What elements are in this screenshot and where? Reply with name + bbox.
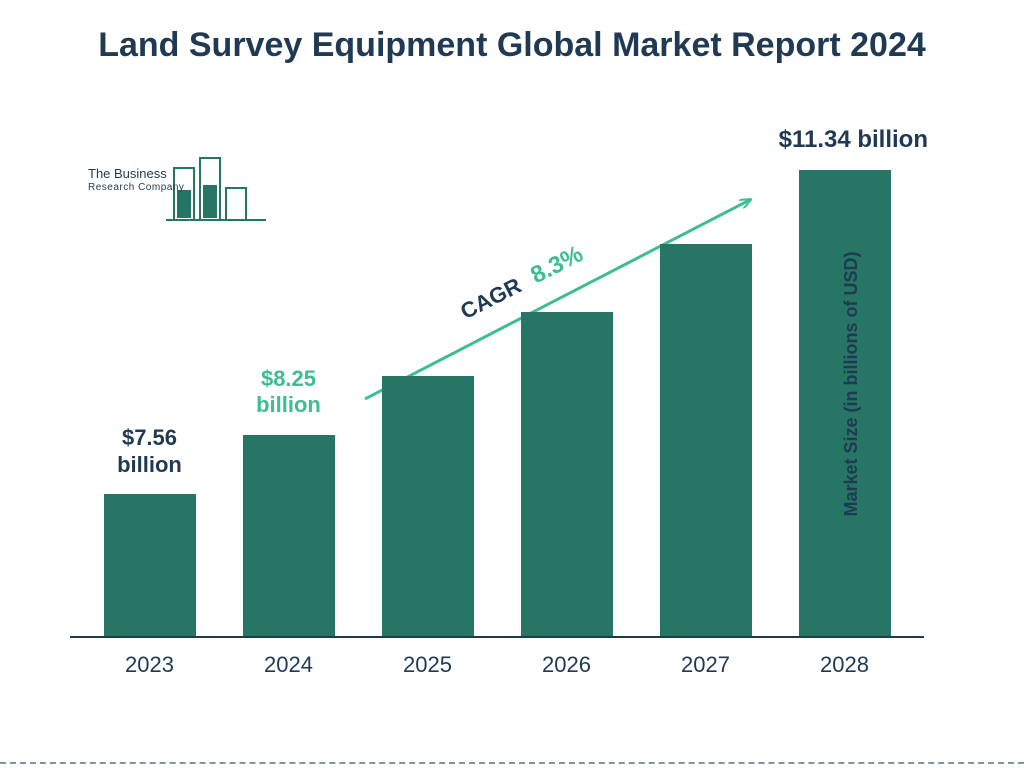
chart-canvas: Land Survey Equipment Global Market Repo… xyxy=(0,0,1024,768)
bar-slot-2025 xyxy=(358,150,497,636)
bar-2025 xyxy=(382,376,474,636)
x-axis-labels: 2023 2024 2025 2026 2027 2028 xyxy=(70,652,924,678)
bar-slot-2027 xyxy=(636,150,775,636)
xlabel-2: 2025 xyxy=(358,652,497,678)
xlabel-3: 2026 xyxy=(497,652,636,678)
y-axis-label: Market Size (in billions of USD) xyxy=(841,251,862,516)
bars-container: $7.56 billion $8.25 billion xyxy=(70,150,924,636)
xlabel-0: 2023 xyxy=(80,652,219,678)
value-callout-2024-l2: billion xyxy=(256,392,321,418)
footer-divider xyxy=(0,762,1024,764)
bar-slot-2024: $8.25 billion xyxy=(219,150,358,636)
chart-title: Land Survey Equipment Global Market Repo… xyxy=(0,24,1024,67)
bar-2024 xyxy=(243,435,335,636)
bar-2023 xyxy=(104,494,196,636)
bar-2027 xyxy=(660,244,752,636)
chart-area: CAGR 8.3% $7.56 billion $8.25 billion xyxy=(70,150,924,708)
value-callout-2023-l1: $7.56 xyxy=(117,425,182,451)
xlabel-5: 2028 xyxy=(775,652,914,678)
bar-slot-2023: $7.56 billion xyxy=(80,150,219,636)
value-callout-2024-l1: $8.25 xyxy=(256,366,321,392)
value-callout-2023: $7.56 billion xyxy=(117,425,182,478)
bar-2026 xyxy=(521,312,613,636)
value-callout-2028-text: $11.34 billion xyxy=(779,126,928,153)
xlabel-1: 2024 xyxy=(219,652,358,678)
bar-slot-2026 xyxy=(497,150,636,636)
xlabel-4: 2027 xyxy=(636,652,775,678)
value-callout-2023-l2: billion xyxy=(117,452,182,478)
value-callout-2024: $8.25 billion xyxy=(256,366,321,419)
plot-region: CAGR 8.3% $7.56 billion $8.25 billion xyxy=(70,150,924,638)
